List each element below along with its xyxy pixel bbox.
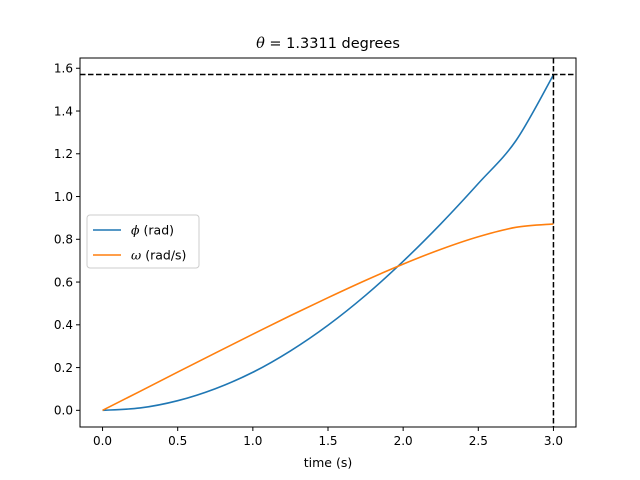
legend-entry-omega: ω (rad/s) — [131, 248, 186, 263]
chart-title: θ = 1.3311 degrees — [256, 36, 400, 52]
y-tick-label: 0.0 — [54, 404, 73, 418]
x-tick-label: 2.0 — [394, 434, 413, 448]
y-axis: 0.0 0.2 0.4 0.6 0.8 1.0 1.2 1.4 1.6 — [54, 62, 80, 418]
y-tick-label: 1.4 — [54, 104, 73, 118]
y-tick-label: 1.0 — [54, 190, 73, 204]
x-axis: 0.0 0.5 1.0 1.5 2.0 2.5 3.0 — [93, 427, 563, 448]
x-axis-label: time (s) — [304, 455, 352, 470]
legend-symbol-phi: ϕ — [131, 223, 140, 238]
legend-label-omega: (rad/s) — [145, 248, 186, 263]
legend-symbol-omega: ω — [131, 248, 141, 263]
y-tick-label: 0.8 — [54, 233, 73, 247]
title-text: = 1.3311 degrees — [265, 36, 400, 52]
series-line-phi — [102, 74, 555, 412]
y-tick-label: 1.6 — [54, 62, 73, 76]
x-tick-label: 2.5 — [469, 434, 488, 448]
y-tick-label: 0.6 — [54, 275, 73, 289]
legend-label-phi: (rad) — [144, 223, 175, 238]
plot-area — [102, 74, 555, 412]
y-tick-label: 1.2 — [54, 147, 73, 161]
legend-entry-phi: ϕ (rad) — [131, 223, 174, 238]
x-tick-label: 0.5 — [168, 434, 187, 448]
x-tick-label: 1.0 — [243, 434, 262, 448]
reference-lines — [80, 58, 576, 427]
y-tick-label: 0.4 — [54, 318, 73, 332]
title-symbol: θ — [256, 36, 265, 52]
y-tick-label: 0.2 — [54, 361, 73, 375]
series-line-omega — [102, 223, 554, 412]
x-tick-label: 3.0 — [544, 434, 563, 448]
x-tick-label: 1.5 — [318, 434, 337, 448]
legend: ϕ (rad) ω (rad/s) — [86, 214, 200, 269]
x-tick-label: 0.0 — [93, 434, 112, 448]
